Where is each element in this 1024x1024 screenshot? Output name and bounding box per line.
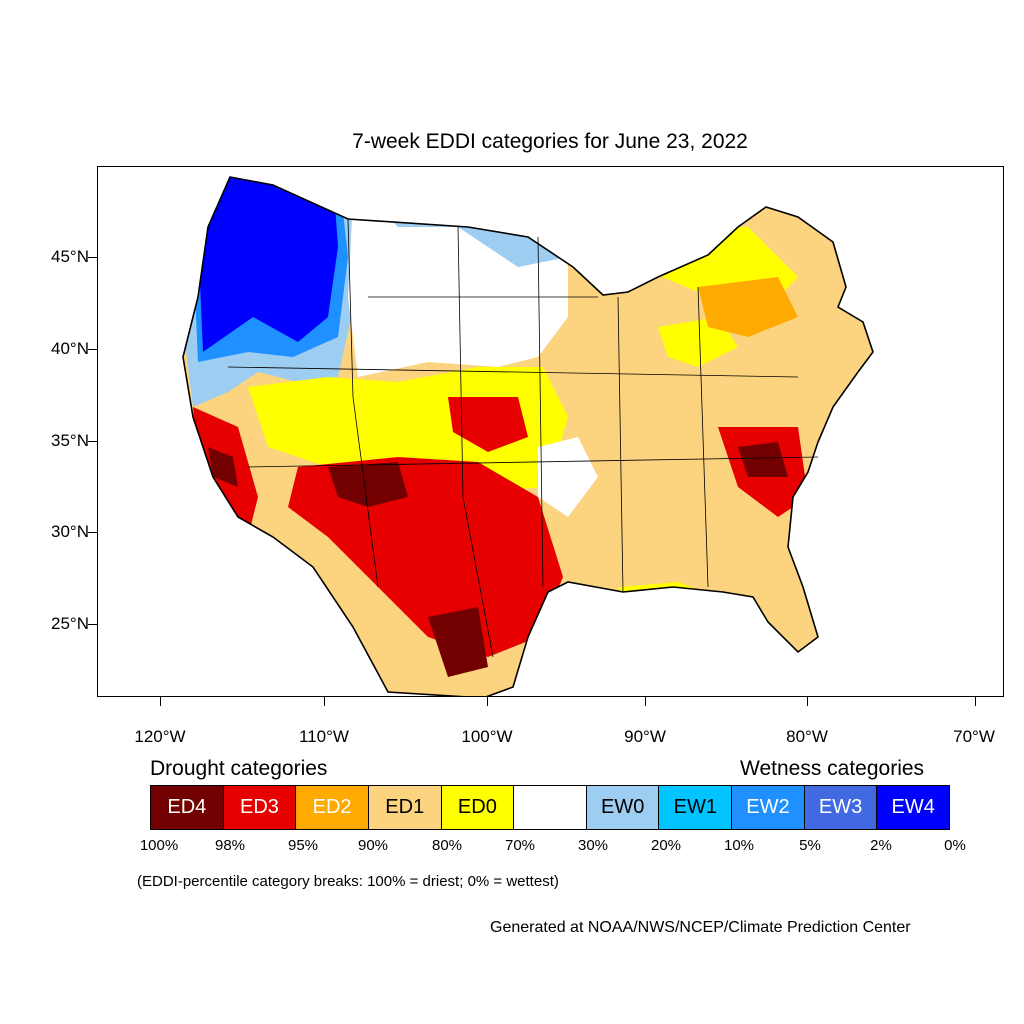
lon-tick: [645, 697, 646, 706]
lon-tick: [487, 697, 488, 706]
credit-line: Generated at NOAA/NWS/NCEP/Climate Predi…: [490, 919, 911, 936]
lat-tick: [88, 441, 97, 442]
lat-label-40: 40°N: [51, 339, 89, 358]
lon-tick: [807, 697, 808, 706]
percent-break: 100%: [139, 837, 179, 854]
lon-label-110: 110°W: [299, 727, 349, 746]
percent-break: 20%: [650, 837, 682, 854]
percent-break: 10%: [723, 837, 755, 854]
legend-box-ed0: ED0: [441, 786, 515, 829]
legend-box-ew3: EW3: [804, 786, 878, 829]
percent-break: 98%: [214, 837, 246, 854]
legend-box-ed4: ED4: [151, 786, 224, 829]
lon-label-100: 100°W: [461, 727, 513, 746]
legend-box-ed2: ED2: [296, 786, 369, 829]
percent-break: 5%: [799, 837, 821, 854]
legend-box-ed3: ED3: [223, 786, 297, 829]
eddi-map-graphic: [182, 176, 874, 696]
lon-tick: [975, 697, 976, 706]
category-breaks-note: (EDDI-percentile category breaks: 100% =…: [137, 873, 559, 890]
lat-tick: [88, 624, 97, 625]
percent-break: 2%: [870, 837, 892, 854]
legend-box-ew0: EW0: [586, 786, 660, 829]
drought-categories-heading: Drought categories: [150, 757, 328, 780]
percent-break: 95%: [287, 837, 319, 854]
percent-break: 70%: [504, 837, 536, 854]
legend-box-ew2: EW2: [732, 786, 805, 829]
legend-box-neutral: [514, 786, 587, 829]
wetness-categories-heading: Wetness categories: [740, 757, 925, 780]
percent-break: 0%: [944, 837, 966, 854]
eddi-map: [97, 166, 1004, 697]
legend-color-bar: ED4 ED3 ED2 ED1 ED0 EW0 EW1 EW2 EW3 EW4: [150, 785, 950, 830]
percent-break: 30%: [577, 837, 609, 854]
lon-label-70: 70°W: [953, 727, 995, 746]
percent-break: 90%: [357, 837, 389, 854]
lon-tick: [324, 697, 325, 706]
lon-tick: [160, 697, 161, 706]
legend-box-ed1: ED1: [368, 786, 442, 829]
lon-label-80: 80°W: [786, 727, 828, 746]
lat-label-45: 45°N: [51, 247, 89, 266]
lon-label-120: 120°W: [134, 727, 186, 746]
lat-label-30: 30°N: [51, 522, 89, 541]
map-title: 7-week EDDI categories for June 23, 2022: [352, 130, 748, 153]
lon-label-90: 90°W: [624, 727, 666, 746]
lat-label-35: 35°N: [51, 431, 89, 450]
legend-box-ew4: EW4: [877, 786, 950, 829]
lat-tick: [88, 349, 97, 350]
lat-tick: [88, 532, 97, 533]
lat-tick: [88, 257, 97, 258]
percent-break: 80%: [431, 837, 463, 854]
lat-label-25: 25°N: [51, 614, 89, 633]
legend-box-ew1: EW1: [659, 786, 733, 829]
